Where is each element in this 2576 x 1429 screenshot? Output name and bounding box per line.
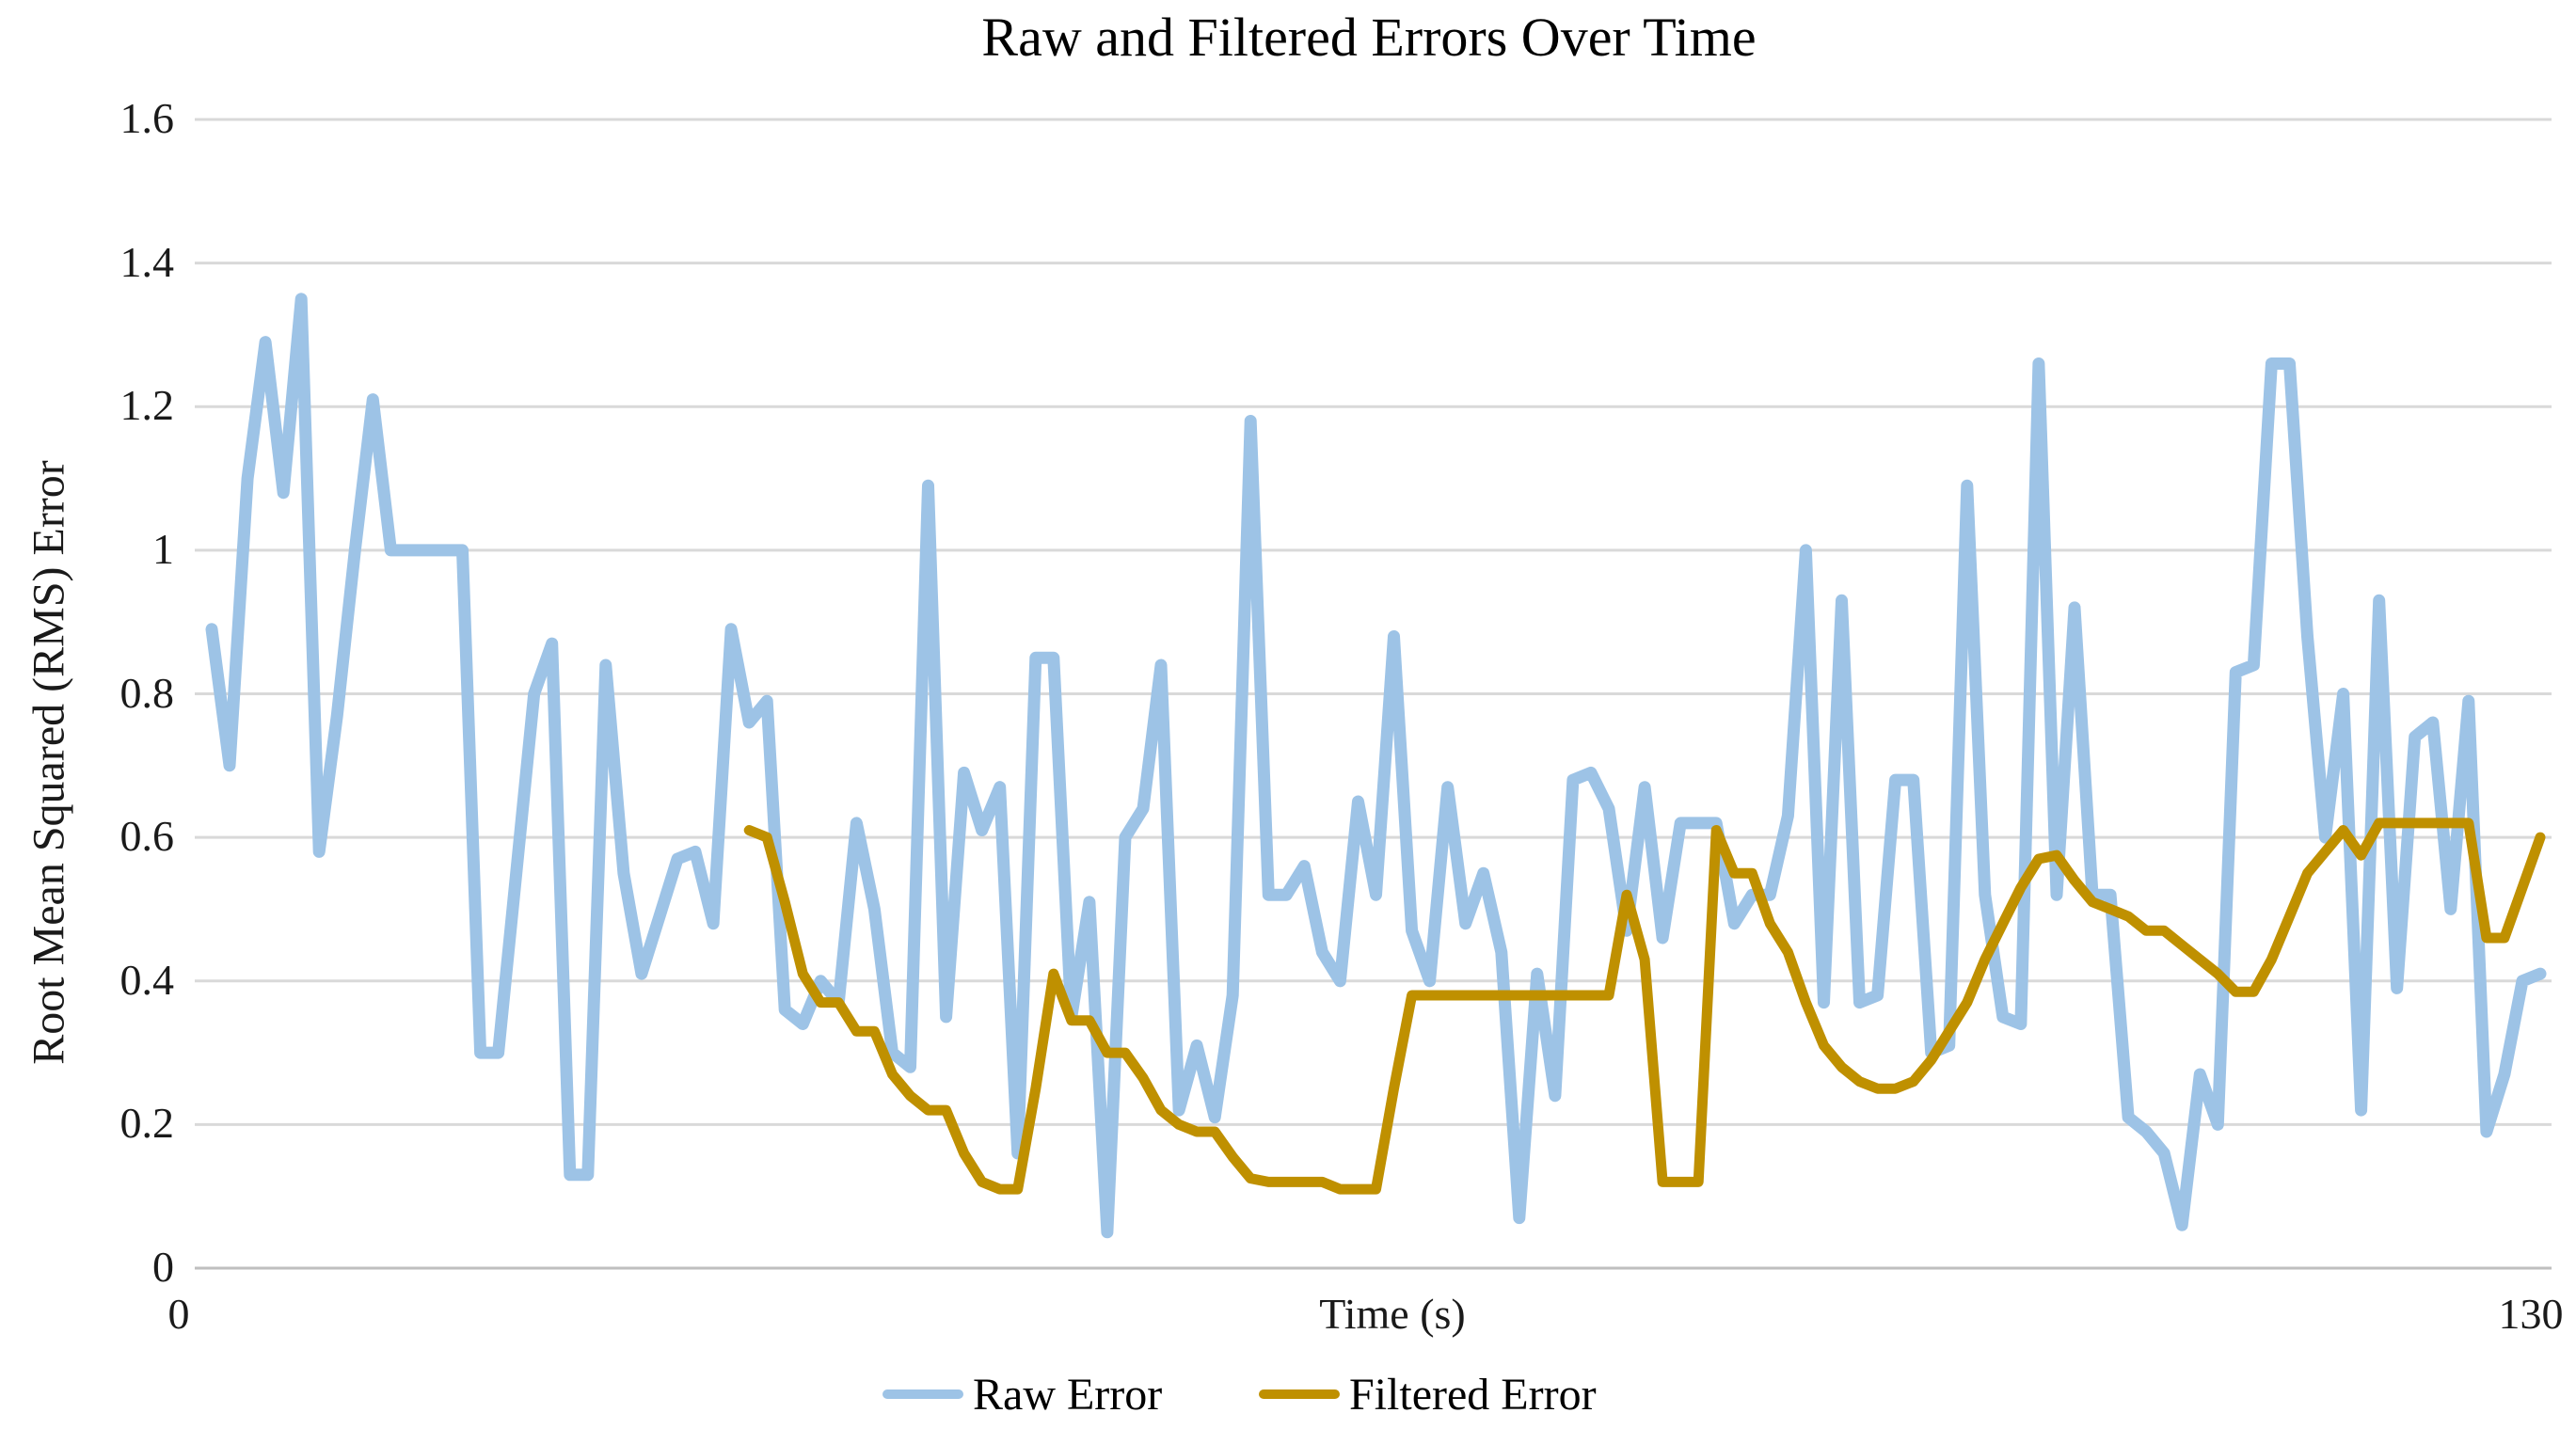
y-axis-title: Root Mean Squared (RMS) Error: [24, 460, 74, 1065]
y-axis-tick-label: 0.2: [119, 1099, 175, 1148]
legend: Raw Error Filtered Error: [0, 1366, 2576, 1422]
legend-item-filtered-error: Filtered Error: [1259, 1366, 1597, 1422]
x-axis-tick-max: 130: [2498, 1290, 2564, 1338]
x-axis-tick-min: 0: [167, 1290, 190, 1338]
filtered-error-swatch-icon: [1259, 1389, 1340, 1399]
chart-title: Raw and Filtered Errors Over Time: [981, 7, 1757, 68]
y-axis-tick-label: 1.6: [119, 94, 175, 142]
legend-item-raw-error: Raw Error: [883, 1366, 1162, 1422]
filtered-error-line: [743, 818, 2546, 1195]
y-axis-tick-label: 1.2: [119, 381, 175, 430]
raw-error-swatch-icon: [883, 1389, 963, 1399]
y-axis-tick-label: 1: [152, 524, 174, 573]
y-axis-tick-label: 0.4: [119, 955, 175, 1004]
y-axis-tick-label: 0.6: [119, 812, 175, 861]
raw-error-line: [205, 293, 2547, 1239]
x-axis-title: Time (s): [1319, 1290, 1466, 1338]
y-axis-tick-label: 1.4: [119, 237, 175, 286]
y-axis-tick-label: 0.8: [119, 668, 175, 717]
legend-label: Raw Error: [973, 1369, 1163, 1420]
legend-label: Filtered Error: [1349, 1369, 1597, 1420]
y-axis-tick-label: 0: [152, 1243, 174, 1291]
